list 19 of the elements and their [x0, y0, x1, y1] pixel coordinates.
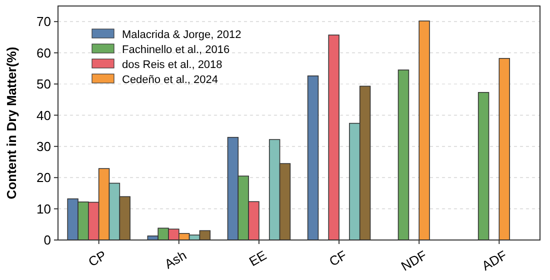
y-tick-label: 60: [36, 45, 51, 60]
legend-label: dos Reis et al., 2018: [122, 58, 222, 71]
x-tick-label: EE: [246, 247, 270, 270]
y-tick-label: 40: [36, 108, 51, 123]
y-tick-label: 70: [36, 14, 51, 30]
legend-label: Fachinello et al., 2016: [122, 44, 230, 56]
y-tick-label: 30: [36, 138, 51, 154]
legend-label: Malacrida & Jorge, 2012: [122, 28, 242, 41]
x-tick-label: CP: [86, 247, 109, 270]
y-tick-label: 0: [44, 232, 51, 248]
y-tick-label: 50: [36, 76, 51, 92]
x-tick-label: NDF: [398, 247, 430, 274]
legend-label: Cedeño et al., 2024: [122, 74, 218, 86]
x-tick-label: ADF: [479, 247, 510, 274]
y-tick-label: 10: [36, 201, 51, 216]
x-tick-label: CF: [326, 247, 350, 270]
y-axis-title: Content in Dry Matter(%): [4, 46, 19, 200]
x-tick-label: Ash: [162, 247, 189, 272]
y-tick-label: 20: [36, 170, 51, 186]
